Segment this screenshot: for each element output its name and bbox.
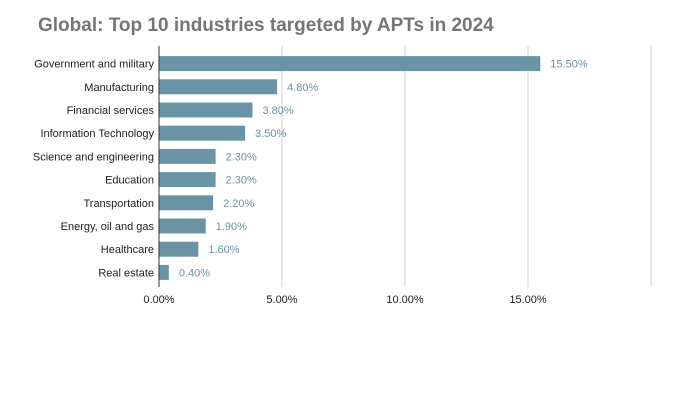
category-label: Real estate xyxy=(98,267,154,279)
bar xyxy=(159,148,216,164)
bar xyxy=(159,264,169,280)
category-label: Science and engineering xyxy=(33,151,154,163)
bar xyxy=(159,56,541,72)
value-label: 1.90% xyxy=(216,221,247,233)
value-label: 0.40% xyxy=(179,267,210,279)
x-tick-label: 5.00% xyxy=(266,294,297,306)
bar xyxy=(159,102,253,118)
bar xyxy=(159,125,246,141)
category-label: Education xyxy=(105,175,154,187)
x-tick-label: 0.00% xyxy=(143,294,174,306)
category-labels: Government and military Manufacturing Fina… xyxy=(33,59,155,280)
category-label: Financial services xyxy=(67,105,155,117)
value-label: 4.80% xyxy=(287,82,318,94)
category-label: Transportation xyxy=(83,198,154,210)
bars xyxy=(159,56,541,280)
value-labels: 15.50% 4.80% 3.80% 3.50% 2.30% 2.30% 2.20% 1.90… xyxy=(179,59,588,280)
x-tick-label: 15.00% xyxy=(509,294,547,306)
value-label: 2.20% xyxy=(223,198,254,210)
value-label: 2.30% xyxy=(226,151,257,163)
chart-title: Global: Top 10 industries targeted by AP… xyxy=(38,15,494,36)
category-label: Information Technology xyxy=(40,128,154,140)
value-label: 3.50% xyxy=(255,128,286,140)
x-tick-label: 10.00% xyxy=(386,294,424,306)
grid-lines xyxy=(281,46,652,287)
bar xyxy=(159,195,214,211)
bar xyxy=(159,79,278,95)
category-label: Energy, oil and gas xyxy=(61,221,155,233)
category-label: Manufacturing xyxy=(84,82,154,94)
value-label: 2.30% xyxy=(226,175,257,187)
value-label: 1.60% xyxy=(208,244,239,256)
value-label: 15.50% xyxy=(550,59,588,71)
bar xyxy=(159,218,206,234)
category-label: Government and military xyxy=(34,59,154,71)
x-axis-tick-labels: 0.00% 5.00% 10.00% 15.00% xyxy=(143,294,546,306)
bar xyxy=(159,241,199,257)
category-label: Healthcare xyxy=(101,244,154,256)
bar xyxy=(159,172,216,188)
value-label: 3.80% xyxy=(262,105,293,117)
